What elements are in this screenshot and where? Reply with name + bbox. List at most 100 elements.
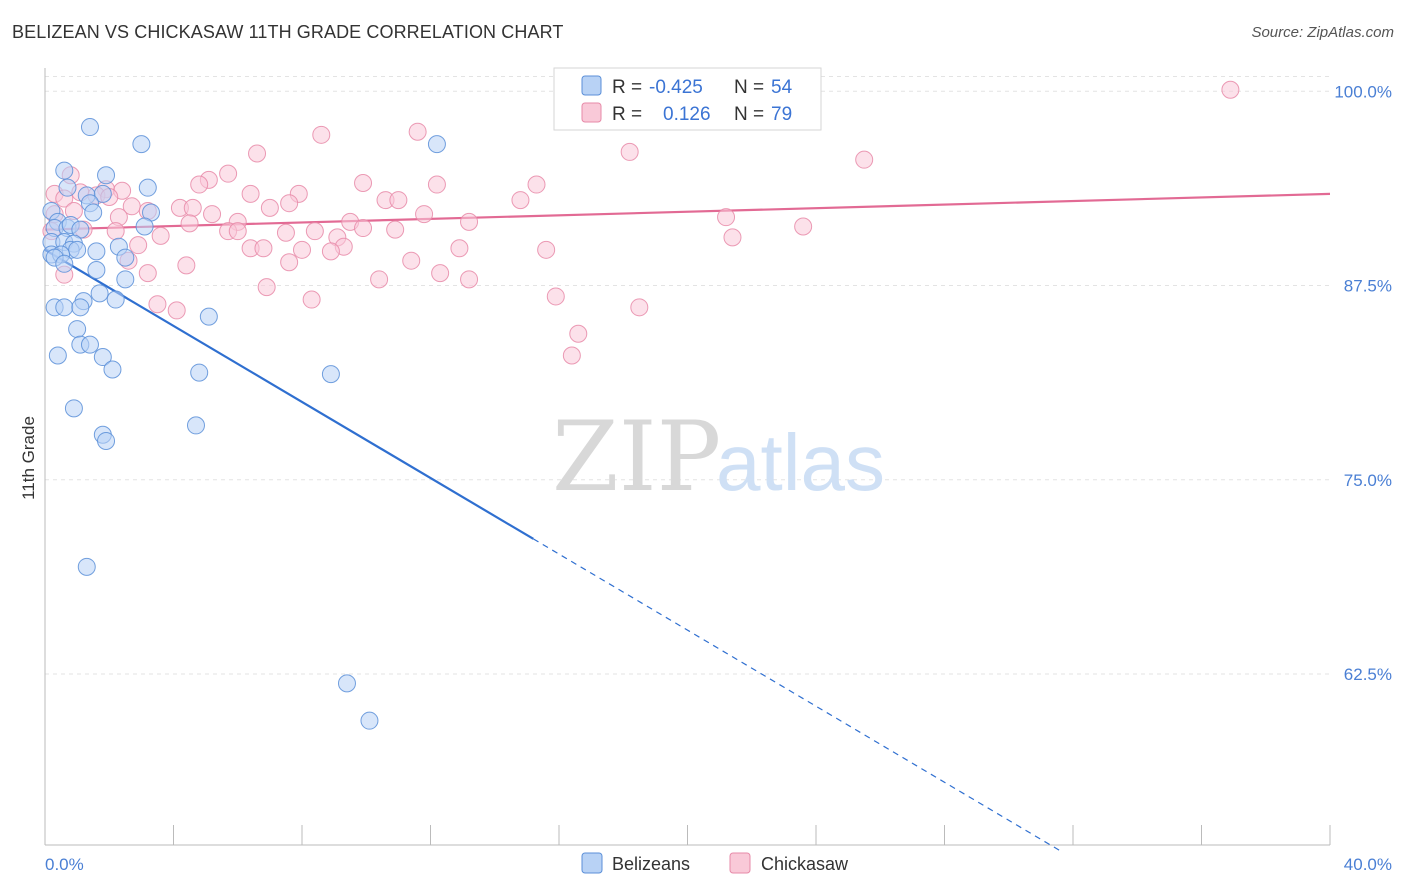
data-point-chickasaw [129, 236, 148, 255]
data-point-belizeans [55, 298, 74, 317]
legend-n-label-chickasaw: N = [734, 104, 764, 125]
data-point-belizeans [68, 240, 87, 259]
data-point-chickasaw [431, 264, 450, 283]
data-point-belizeans [97, 431, 116, 450]
data-point-chickasaw [276, 223, 295, 242]
data-point-chickasaw [228, 222, 247, 241]
data-point-chickasaw [386, 220, 405, 239]
data-points [42, 80, 1240, 730]
data-point-belizeans [103, 360, 122, 379]
data-point-chickasaw [389, 191, 408, 210]
data-point-chickasaw [151, 226, 170, 245]
data-point-belizeans [90, 284, 109, 303]
tick-labels: 62.5% 75.0% 87.5% 100.0% 0.0% 40.0% [45, 82, 1392, 874]
data-point-chickasaw [190, 175, 209, 194]
bottom-legend-swatch-chickasaw [729, 852, 751, 874]
data-point-chickasaw [408, 122, 427, 141]
bottom-legend-label-chickasaw: Chickasaw [761, 854, 849, 874]
data-point-belizeans [337, 674, 356, 693]
data-point-belizeans [360, 711, 379, 730]
data-point-chickasaw [293, 240, 311, 259]
data-point-belizeans [55, 254, 74, 273]
data-point-belizeans [321, 365, 340, 384]
data-point-chickasaw [183, 198, 202, 217]
data-point-chickasaw [717, 208, 736, 227]
legend-r-value-chickasaw: 0.126 [663, 104, 711, 125]
data-point-chickasaw [138, 264, 157, 283]
y-tick-label: 75.0% [1344, 471, 1392, 490]
data-point-belizeans [64, 399, 83, 418]
data-point-chickasaw [302, 290, 321, 309]
x-tick-label: 0.0% [45, 855, 84, 874]
data-point-chickasaw [219, 164, 238, 183]
data-point-chickasaw [280, 194, 299, 213]
legend-r-label-belizeans: R = [612, 77, 642, 98]
data-point-chickasaw [630, 298, 649, 317]
data-point-chickasaw [280, 253, 299, 272]
data-point-belizeans [135, 217, 154, 236]
data-point-belizeans [87, 261, 106, 280]
data-point-chickasaw [562, 346, 581, 365]
data-point-chickasaw [402, 251, 421, 270]
data-point-chickasaw [257, 278, 276, 297]
data-point-chickasaw [527, 175, 546, 194]
data-point-chickasaw [546, 287, 565, 306]
data-point-chickasaw [569, 324, 588, 343]
trend-line-chickasaw [44, 192, 1331, 231]
data-point-chickasaw [312, 125, 331, 144]
data-point-chickasaw [167, 301, 186, 320]
data-point-chickasaw [620, 142, 639, 161]
data-point-chickasaw [370, 270, 389, 289]
data-point-chickasaw [354, 219, 373, 238]
data-point-belizeans [97, 166, 116, 185]
y-tick-label: 100.0% [1334, 82, 1392, 101]
data-point-belizeans [93, 184, 112, 203]
y-tick-label: 87.5% [1344, 277, 1392, 296]
legend-r-value-belizeans: -0.425 [649, 77, 703, 98]
data-point-belizeans [132, 135, 151, 154]
legend-n-value-chickasaw: 79 [771, 104, 792, 125]
bottom-legend-label-belizeans: Belizeans [612, 854, 690, 874]
data-point-belizeans [48, 346, 67, 365]
grid-lines [45, 76, 1330, 675]
data-point-belizeans [93, 348, 112, 367]
data-point-belizeans [55, 161, 74, 180]
data-point-chickasaw [511, 191, 530, 210]
data-point-chickasaw [450, 239, 469, 258]
axes [44, 68, 1331, 846]
data-point-chickasaw [354, 173, 373, 192]
data-point-chickasaw [254, 239, 273, 258]
watermark: ZIP atlas [552, 401, 885, 513]
bottom-legend: Belizeans Chickasaw [581, 852, 849, 874]
y-axis-label: 11th Grade [19, 416, 38, 500]
chart-title: BELIZEAN VS CHICKASAW 11TH GRADE CORRELA… [12, 22, 564, 42]
data-point-chickasaw [260, 198, 279, 217]
data-point-belizeans [190, 363, 209, 382]
legend-r-label-chickasaw: R = [612, 104, 642, 125]
data-point-belizeans [199, 307, 218, 326]
data-point-belizeans [80, 335, 99, 354]
watermark-atlas: atlas [716, 418, 885, 507]
data-point-chickasaw [460, 270, 479, 289]
legend-swatch-belizeans [581, 75, 602, 96]
y-tick-label: 62.5% [1344, 665, 1392, 684]
data-point-chickasaw [855, 150, 874, 169]
data-point-chickasaw [177, 256, 196, 275]
data-point-chickasaw [148, 295, 167, 314]
data-point-chickasaw [1221, 80, 1240, 99]
chart-source: Source: ZipAtlas.com [1251, 24, 1394, 41]
data-point-belizeans [427, 135, 446, 154]
data-point-belizeans [138, 178, 157, 197]
legend: R = -0.425 N = 54 R = 0.126 N = 79 [553, 67, 822, 131]
legend-swatch-chickasaw [581, 102, 602, 123]
data-point-belizeans [186, 416, 205, 435]
data-point-belizeans [80, 118, 99, 137]
data-point-chickasaw [180, 214, 199, 233]
data-point-chickasaw [794, 217, 813, 236]
data-point-chickasaw [241, 184, 260, 203]
data-point-belizeans [58, 178, 77, 197]
data-point-chickasaw [203, 205, 222, 224]
data-point-chickasaw [723, 228, 742, 247]
data-point-belizeans [84, 203, 103, 222]
